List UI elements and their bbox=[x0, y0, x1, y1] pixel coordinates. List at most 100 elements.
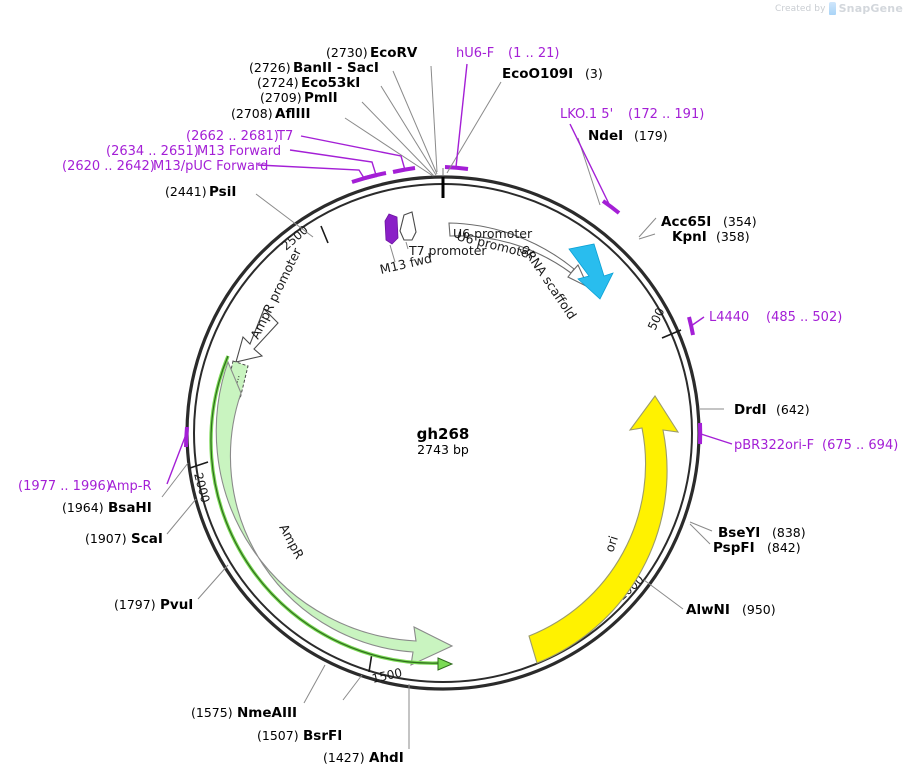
ampr-label: AmpR bbox=[276, 521, 307, 561]
site-name: AflIII bbox=[275, 106, 311, 122]
site-label-ndei[interactable]: NdeI (179) bbox=[588, 128, 668, 144]
primer-name: L4440 bbox=[709, 310, 749, 325]
site-position: (2724) bbox=[257, 75, 299, 90]
primer-label-m13-forward[interactable]: (2634 .. 2651) M13 Forward bbox=[106, 144, 281, 159]
primer-leader-lines bbox=[166, 63, 733, 485]
primer-label-amp-r[interactable]: (1977 .. 1996) Amp-R bbox=[18, 479, 152, 494]
site-position: (358) bbox=[716, 229, 750, 244]
page-title: gh268 bbox=[417, 425, 470, 443]
site-position: (950) bbox=[742, 602, 776, 617]
site-label-nmeaiii[interactable]: (1575) NmeAIII bbox=[191, 705, 297, 721]
site-label-ecorv[interactable]: (2730) EcoRV bbox=[326, 45, 418, 61]
site-label-alwni[interactable]: AlwNI (950) bbox=[686, 602, 776, 618]
site-name: Eco53kI bbox=[301, 75, 360, 91]
feature-grna-scaffold[interactable] bbox=[568, 243, 614, 300]
site-label-ecoo109i[interactable]: EcoO109I (3) bbox=[502, 66, 603, 82]
site-position: (1907) bbox=[85, 531, 127, 546]
site-position: (3) bbox=[585, 66, 603, 81]
site-position: (1575) bbox=[191, 705, 233, 720]
site-name: AlwNI bbox=[686, 602, 730, 618]
site-position: (179) bbox=[634, 128, 668, 143]
site-name: PspFI bbox=[713, 540, 755, 556]
tick-label: 1500 bbox=[371, 665, 404, 686]
site-position: (354) bbox=[723, 214, 757, 229]
site-label-eco53ki[interactable]: (2724) Eco53kI bbox=[257, 75, 360, 91]
primer-label-hu6-f[interactable]: hU6-F (1 .. 21) bbox=[456, 46, 560, 61]
site-name: NdeI bbox=[588, 128, 623, 144]
site-name: ScaI bbox=[131, 531, 163, 547]
site-label-acc65i[interactable]: Acc65I (354) bbox=[661, 214, 757, 230]
site-position: (1797) bbox=[114, 597, 156, 612]
t7-promoter-label: T7 promoter bbox=[408, 243, 487, 258]
site-position: (1427) bbox=[323, 750, 365, 765]
site-label-scai[interactable]: (1907) ScaI bbox=[85, 531, 163, 547]
primer-name: M13 Forward bbox=[197, 144, 281, 159]
site-label-ahdi[interactable]: (1427) AhdI bbox=[323, 750, 404, 766]
site-name: EcoRV bbox=[370, 45, 418, 61]
site-label-pmli[interactable]: (2709) PmlI bbox=[260, 90, 338, 106]
tick-2500: 2500 bbox=[279, 223, 329, 253]
feature-u6-promoter[interactable]: U6 promoter bbox=[448, 222, 590, 289]
primer-range: (172 .. 191) bbox=[628, 107, 704, 122]
primer-range: (675 .. 694) bbox=[822, 438, 898, 453]
feature-ori[interactable] bbox=[528, 395, 680, 664]
primer-range: (2634 .. 2651) bbox=[106, 144, 199, 159]
feature-m13-fwd[interactable] bbox=[384, 213, 399, 245]
site-name: PvuI bbox=[160, 597, 193, 613]
site-name: AhdI bbox=[369, 750, 404, 766]
watermark-brand: SnapGene bbox=[838, 2, 903, 15]
plasmid-title-block: gh268 2743 bp bbox=[417, 425, 470, 457]
site-name: PmlI bbox=[304, 90, 338, 106]
primer-range: (1 .. 21) bbox=[508, 46, 560, 61]
site-position: (1507) bbox=[257, 728, 299, 743]
site-name: PsiI bbox=[209, 184, 236, 200]
site-label-bsrfi[interactable]: (1507) BsrFI bbox=[257, 728, 342, 744]
site-position: (2708) bbox=[231, 106, 273, 121]
primer-label-pbr322ori-f[interactable]: pBR322ori-F (675 .. 694) bbox=[734, 438, 898, 453]
site-label-kpni[interactable]: KpnI (358) bbox=[672, 229, 750, 245]
site-position: (2441) bbox=[165, 184, 207, 199]
primer-range: (485 .. 502) bbox=[766, 310, 842, 325]
feature-ampr-promoter[interactable] bbox=[235, 308, 279, 363]
m13-fwd-label: M13 fwd bbox=[378, 250, 433, 277]
site-position: (2730) bbox=[326, 45, 368, 60]
primer-name: hU6-F bbox=[456, 46, 494, 61]
site-label-bsahi[interactable]: (1964) BsaHI bbox=[62, 500, 152, 516]
plasmid-size: 2743 bp bbox=[417, 442, 469, 457]
primer-range: (2662 .. 2681) bbox=[186, 129, 279, 144]
site-label-psii[interactable]: (2441) PsiI bbox=[165, 184, 236, 200]
site-position: (2726) bbox=[249, 60, 291, 75]
site-name: BanII - SacI bbox=[293, 60, 379, 76]
site-position: (642) bbox=[776, 402, 810, 417]
site-name: BsrFI bbox=[303, 728, 342, 744]
primer-label-lko1-5p[interactable]: LKO.1 5' (172 .. 191) bbox=[560, 107, 704, 122]
site-position: (838) bbox=[772, 525, 806, 540]
tick-500: 500 bbox=[645, 306, 682, 339]
site-label-drdi[interactable]: DrdI (642) bbox=[734, 402, 810, 418]
tick-2000: 2000 bbox=[189, 461, 213, 504]
primer-label-l4440[interactable]: L4440 (485 .. 502) bbox=[709, 310, 842, 325]
feature-t7-promoter[interactable] bbox=[399, 211, 417, 241]
site-label-afliii[interactable]: (2708) AflIII bbox=[231, 106, 311, 122]
primer-name: LKO.1 5' bbox=[560, 107, 613, 122]
snapgene-logo-icon bbox=[828, 2, 836, 15]
primer-name: Amp-R bbox=[108, 479, 152, 494]
snapgene-watermark: Created by SnapGene bbox=[775, 2, 903, 15]
site-label-bseyi[interactable]: BseYI (838) bbox=[718, 525, 806, 541]
site-name: EcoO109I bbox=[502, 66, 573, 82]
primer-name: M13/pUC Forward bbox=[153, 159, 268, 174]
site-label-pvui[interactable]: (1797) PvuI bbox=[114, 597, 193, 613]
site-position: (842) bbox=[767, 540, 801, 555]
site-position: (2709) bbox=[260, 90, 302, 105]
site-name: KpnI bbox=[672, 229, 707, 245]
site-label-banii-saci[interactable]: (2726) BanII - SacI bbox=[249, 60, 379, 76]
feature-ampr[interactable] bbox=[215, 360, 454, 666]
watermark-prefix: Created by bbox=[775, 3, 826, 14]
primer-name: pBR322ori-F bbox=[734, 438, 814, 453]
site-label-pspfi[interactable]: PspFI (842) bbox=[713, 540, 801, 556]
site-position: (1964) bbox=[62, 500, 104, 515]
ori-label: ori bbox=[602, 534, 621, 554]
primer-label-m13-puc-forward[interactable]: (2620 .. 2642) M13/pUC Forward bbox=[62, 159, 268, 174]
primer-label-t7[interactable]: (2662 .. 2681) T7 bbox=[186, 129, 293, 144]
